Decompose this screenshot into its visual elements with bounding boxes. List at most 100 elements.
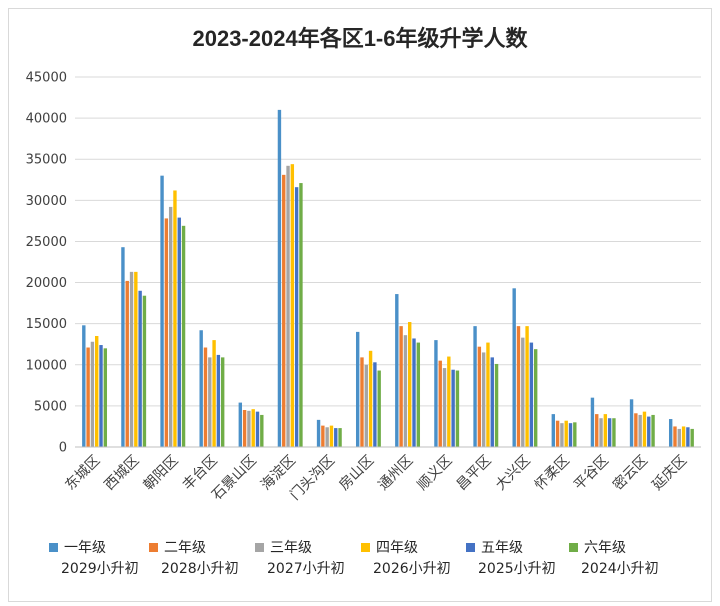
bar — [677, 428, 681, 447]
bar — [277, 109, 282, 447]
x-category-label: 房山区 — [336, 453, 377, 494]
bar — [555, 420, 560, 447]
y-tick-label: 25000 — [26, 235, 67, 250]
legend-sublabel: 2027小升初 — [267, 560, 345, 577]
bar — [434, 340, 438, 447]
x-category-label: 通州区 — [375, 453, 416, 494]
bar — [260, 414, 264, 447]
bar — [95, 336, 99, 447]
bar — [238, 402, 243, 447]
bar — [334, 428, 338, 447]
x-category-label: 大兴区 — [493, 453, 534, 494]
bar — [516, 326, 521, 447]
bar — [408, 322, 412, 447]
bar — [590, 397, 595, 447]
bar — [490, 357, 494, 447]
bar — [451, 369, 455, 447]
legend-swatch — [361, 543, 370, 552]
bar — [208, 357, 212, 447]
bar — [138, 290, 142, 447]
bar — [533, 349, 538, 447]
bar — [525, 326, 529, 447]
bar — [668, 419, 673, 447]
bar — [121, 247, 125, 447]
bar — [142, 295, 147, 447]
bar — [247, 410, 251, 447]
legend-label: 一年级 — [64, 540, 106, 556]
bars — [82, 109, 694, 448]
bar — [173, 190, 177, 447]
bar — [690, 428, 694, 447]
bar — [364, 364, 368, 447]
x-category-label: 昌平区 — [454, 453, 495, 494]
bar — [212, 340, 216, 447]
bar — [325, 427, 329, 447]
bar — [494, 363, 499, 447]
bar — [129, 271, 134, 447]
bar — [473, 326, 477, 447]
y-axis-ticks: 0 5000 10000 15000 20000 25000 30000 35000 40000… — [26, 71, 67, 456]
bar — [242, 410, 247, 447]
bar — [642, 411, 647, 447]
x-category-label: 顺义区 — [415, 453, 456, 494]
legend-swatch — [569, 543, 578, 552]
bar — [595, 414, 599, 447]
legend-label: 六年级 — [584, 540, 626, 556]
bar — [447, 356, 451, 447]
bar — [251, 409, 255, 447]
x-axis-labels: 东城区西城区朝阳区丰台区石景山区海淀区门头沟区房山区通州区顺义区昌平区大兴区怀柔… — [62, 452, 690, 504]
legend: 一年级 2029小升初 二年级 2028小升初 三年级 2027小升初 四年级 2026小升初… — [49, 540, 659, 577]
bar — [373, 362, 377, 447]
y-tick-label: 35000 — [26, 153, 67, 168]
bar — [360, 357, 364, 447]
legend-sublabel: 2029小升初 — [61, 560, 139, 577]
y-tick-label: 15000 — [26, 317, 67, 332]
bar — [103, 348, 108, 447]
bar — [220, 357, 225, 447]
bar — [686, 427, 690, 447]
legend-sublabel: 2024小升初 — [581, 560, 659, 577]
gridlines — [75, 76, 701, 407]
y-tick-label: 0 — [59, 441, 67, 456]
bar — [282, 174, 286, 447]
bar — [599, 418, 603, 447]
bar — [651, 414, 655, 447]
bar — [299, 183, 303, 448]
bar — [647, 416, 651, 447]
bar — [573, 422, 577, 447]
bar — [82, 325, 86, 447]
y-tick-label: 5000 — [34, 399, 67, 414]
bar — [551, 414, 556, 447]
y-tick-label: 10000 — [26, 358, 67, 373]
bar — [399, 326, 403, 447]
bar — [512, 288, 516, 447]
x-category-label: 西城区 — [102, 453, 143, 494]
y-tick-label: 45000 — [26, 71, 67, 86]
bar — [612, 418, 616, 447]
bar — [568, 423, 573, 447]
bar — [125, 280, 129, 447]
bar — [416, 342, 421, 447]
legend-sublabel: 2025小升初 — [478, 560, 556, 577]
bar — [521, 337, 525, 447]
x-category-label: 怀柔区 — [532, 453, 573, 494]
bar — [294, 187, 299, 447]
x-category-label: 延庆区 — [649, 453, 690, 494]
legend-label: 五年级 — [481, 540, 523, 556]
bar — [164, 218, 169, 447]
legend-sublabel: 2026小升初 — [373, 560, 451, 577]
bar — [403, 335, 408, 447]
bar — [290, 164, 295, 447]
bar — [181, 225, 186, 447]
y-tick-label: 30000 — [26, 194, 67, 209]
bar — [477, 346, 482, 447]
bar — [86, 347, 90, 447]
bar — [99, 345, 103, 447]
bar — [255, 411, 260, 447]
bar — [160, 175, 164, 447]
watermark-mark — [74, 505, 110, 535]
legend-label: 四年级 — [376, 540, 418, 556]
legend-swatch — [149, 543, 158, 552]
bar — [316, 419, 321, 447]
bar — [681, 426, 686, 447]
